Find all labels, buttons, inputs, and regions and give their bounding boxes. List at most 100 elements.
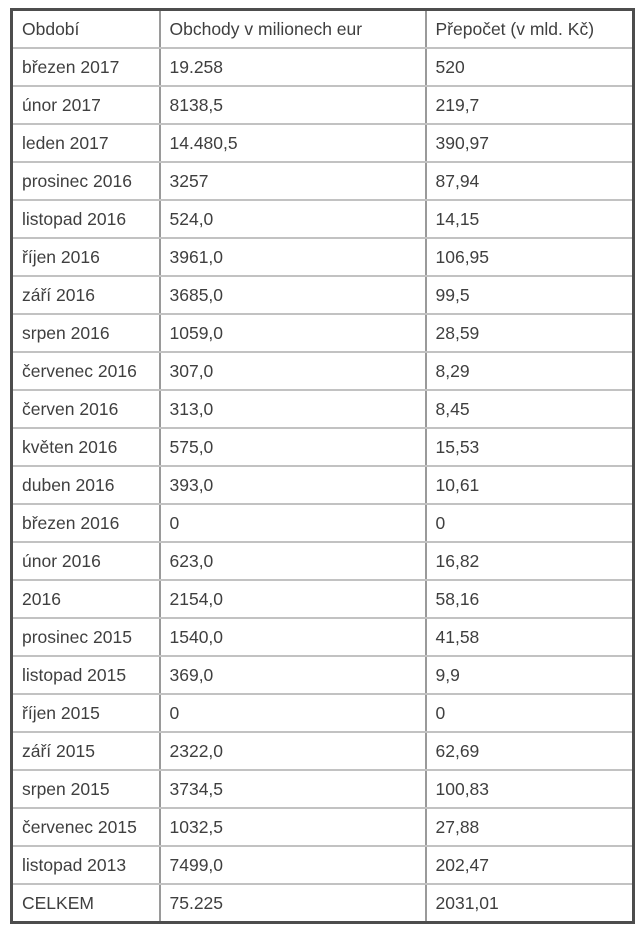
table-cell: 75.225 [158, 883, 427, 924]
table-row: listopad 2013 7499,0 202,47 [10, 845, 635, 885]
table-cell: 8138,5 [158, 85, 427, 125]
table-row: červen 2016 313,0 8,45 [10, 389, 635, 429]
table-cell: 62,69 [424, 731, 635, 771]
column-header-prepocet: Přepočet (v mld. Kč) [424, 8, 635, 49]
table-cell: 2016 [10, 579, 161, 619]
table-cell: 14.480,5 [158, 123, 427, 163]
table-row: červenec 2015 1032,5 27,88 [10, 807, 635, 847]
table-cell: červenec 2016 [10, 351, 161, 391]
table-row: únor 2017 8138,5 219,7 [10, 85, 635, 125]
table-cell: 15,53 [424, 427, 635, 467]
table-row: říjen 2016 3961,0 106,95 [10, 237, 635, 277]
table-cell: 307,0 [158, 351, 427, 391]
table-cell: 3257 [158, 161, 427, 201]
table-cell: 10,61 [424, 465, 635, 505]
table-cell: 1540,0 [158, 617, 427, 657]
table-row: prosinec 2015 1540,0 41,58 [10, 617, 635, 657]
table-cell: 1032,5 [158, 807, 427, 847]
table-cell: 390,97 [424, 123, 635, 163]
table-cell: únor 2016 [10, 541, 161, 581]
table-cell: 369,0 [158, 655, 427, 695]
table-row: červenec 2016 307,0 8,29 [10, 351, 635, 391]
table-cell: 8,45 [424, 389, 635, 429]
table-cell: 1059,0 [158, 313, 427, 353]
table-cell: listopad 2016 [10, 199, 161, 239]
table-cell: říjen 2016 [10, 237, 161, 277]
table-cell: 3961,0 [158, 237, 427, 277]
table-cell: prosinec 2016 [10, 161, 161, 201]
header-row: Období Obchody v milionech eur Přepočet … [10, 8, 635, 49]
table-row: prosinec 2016 3257 87,94 [10, 161, 635, 201]
table-cell: říjen 2015 [10, 693, 161, 733]
table-cell: 19.258 [158, 47, 427, 87]
table-cell: duben 2016 [10, 465, 161, 505]
table-cell: 2322,0 [158, 731, 427, 771]
table-cell: 0 [158, 503, 427, 543]
table-cell: 100,83 [424, 769, 635, 809]
table-cell: 313,0 [158, 389, 427, 429]
table-cell: listopad 2015 [10, 655, 161, 695]
table-cell: 202,47 [424, 845, 635, 885]
table-row: leden 2017 14.480,5 390,97 [10, 123, 635, 163]
table-row: 2016 2154,0 58,16 [10, 579, 635, 619]
table-cell: únor 2017 [10, 85, 161, 125]
table-body: březen 2017 19.258 520 únor 2017 8138,5 219,7… [10, 47, 635, 924]
table-cell: CELKEM [10, 883, 161, 924]
table-row: září 2015 2322,0 62,69 [10, 731, 635, 771]
table-cell: leden 2017 [10, 123, 161, 163]
table-cell: 27,88 [424, 807, 635, 847]
table-cell: 2031,01 [424, 883, 635, 924]
table-cell: 3734,5 [158, 769, 427, 809]
table-cell: 0 [424, 503, 635, 543]
table-cell: 0 [424, 693, 635, 733]
table-cell: září 2015 [10, 731, 161, 771]
table-cell: 9,9 [424, 655, 635, 695]
table-row: září 2016 3685,0 99,5 [10, 275, 635, 315]
table-cell: 520 [424, 47, 635, 87]
table-row-total: CELKEM 75.225 2031,01 [10, 883, 635, 924]
table-cell: 99,5 [424, 275, 635, 315]
table-cell: březen 2017 [10, 47, 161, 87]
table-cell: 7499,0 [158, 845, 427, 885]
table-cell: 58,16 [424, 579, 635, 619]
table-cell: 0 [158, 693, 427, 733]
table-row: březen 2016 0 0 [10, 503, 635, 543]
table-cell: 16,82 [424, 541, 635, 581]
table-cell: 106,95 [424, 237, 635, 277]
table-cell: prosinec 2015 [10, 617, 161, 657]
table-cell: 575,0 [158, 427, 427, 467]
table-row: říjen 2015 0 0 [10, 693, 635, 733]
column-header-obdobi: Období [10, 8, 161, 49]
table-cell: květen 2016 [10, 427, 161, 467]
table-cell: srpen 2016 [10, 313, 161, 353]
table-cell: 14,15 [424, 199, 635, 239]
table-cell: 524,0 [158, 199, 427, 239]
table-cell: listopad 2013 [10, 845, 161, 885]
table-cell: 41,58 [424, 617, 635, 657]
table-cell: březen 2016 [10, 503, 161, 543]
table-cell: červenec 2015 [10, 807, 161, 847]
table-cell: 3685,0 [158, 275, 427, 315]
data-table: Období Obchody v milionech eur Přepočet … [10, 8, 635, 924]
table-cell: 8,29 [424, 351, 635, 391]
table-row: květen 2016 575,0 15,53 [10, 427, 635, 467]
table-cell: 28,59 [424, 313, 635, 353]
table-cell: 2154,0 [158, 579, 427, 619]
table-cell: 393,0 [158, 465, 427, 505]
table-row: listopad 2016 524,0 14,15 [10, 199, 635, 239]
table-row: srpen 2016 1059,0 28,59 [10, 313, 635, 353]
table-cell: 87,94 [424, 161, 635, 201]
table-row: srpen 2015 3734,5 100,83 [10, 769, 635, 809]
table-cell: září 2016 [10, 275, 161, 315]
table-cell: srpen 2015 [10, 769, 161, 809]
table-header: Období Obchody v milionech eur Přepočet … [10, 8, 635, 49]
table-cell: 219,7 [424, 85, 635, 125]
column-header-obchody: Obchody v milionech eur [158, 8, 427, 49]
table-row: únor 2016 623,0 16,82 [10, 541, 635, 581]
table-row: březen 2017 19.258 520 [10, 47, 635, 87]
table-cell: červen 2016 [10, 389, 161, 429]
table-row: duben 2016 393,0 10,61 [10, 465, 635, 505]
table-row: listopad 2015 369,0 9,9 [10, 655, 635, 695]
table-cell: 623,0 [158, 541, 427, 581]
